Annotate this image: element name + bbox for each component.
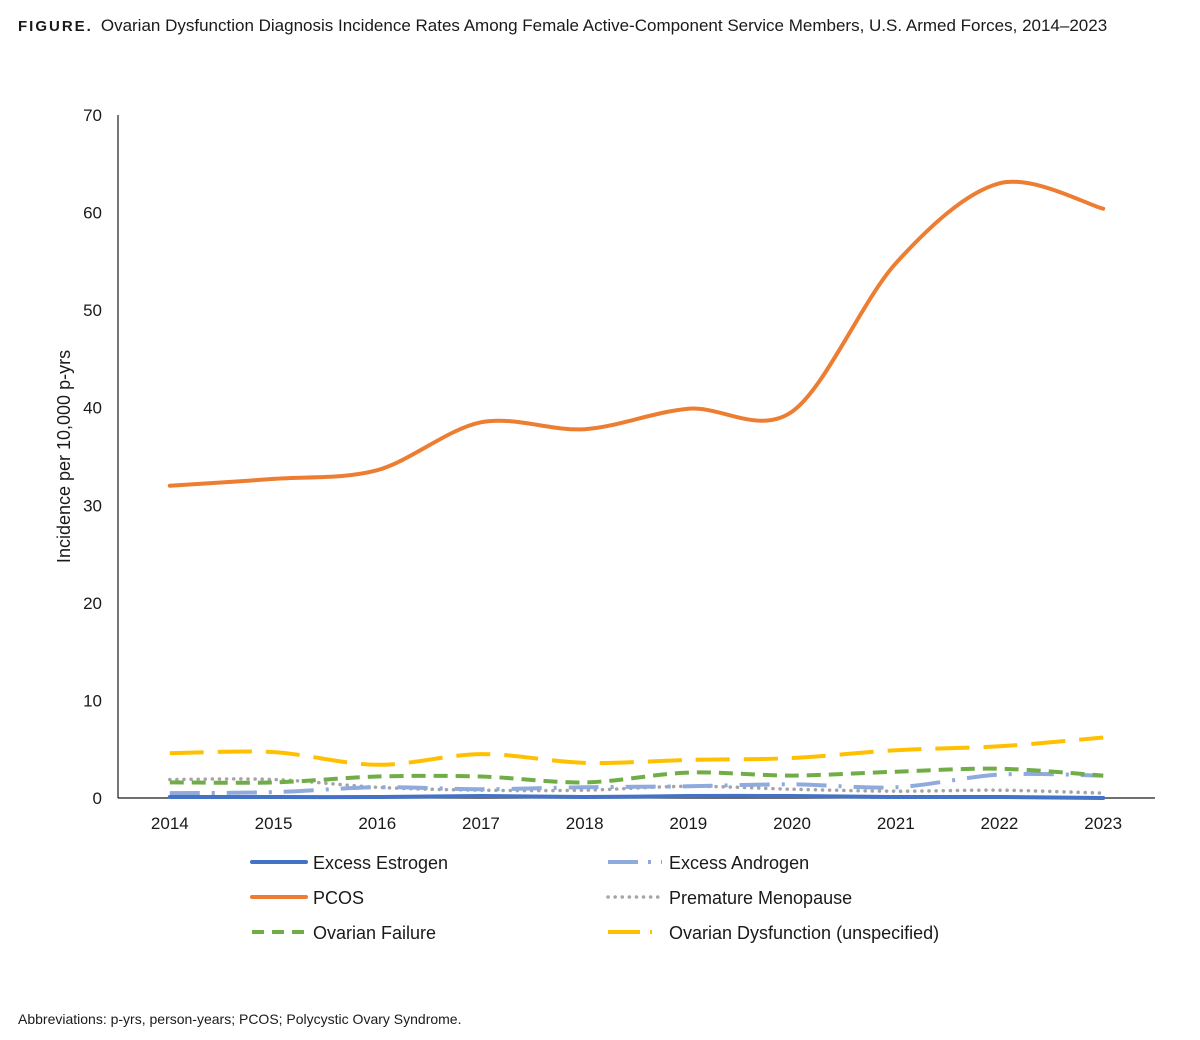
chart-title: Ovarian Dysfunction Diagnosis Incidence … (100, 16, 1108, 35)
legend-label: Excess Estrogen (313, 853, 448, 873)
line-chart: 0 10 20 30 40 50 60 70 2014 2015 2016 2017 2018 2019 2… (54, 106, 1155, 943)
y-tick-label: 10 (83, 691, 102, 710)
figure-title: FIGURE. Ovarian Dysfunction Diagnosis Inc… (18, 16, 1107, 36)
legend-label: Ovarian Dysfunction (unspecified) (669, 923, 939, 943)
x-tick-label: 2022 (981, 814, 1019, 833)
series-line-excess-androgen (169, 771, 1104, 796)
y-tick-label: 70 (83, 106, 102, 125)
y-tick-label: 40 (83, 399, 102, 418)
x-tick-label: 2023 (1084, 814, 1122, 833)
series-line-ovarian-failure (169, 766, 1104, 785)
x-tick-label: 2017 (462, 814, 500, 833)
y-tick-label: 20 (83, 594, 102, 613)
series-line-excess-estrogen (167, 793, 1106, 800)
x-tick-label: 2018 (566, 814, 604, 833)
x-tick-label: 2014 (151, 814, 189, 833)
series-line-pcos (167, 179, 1106, 488)
x-tick-label: 2019 (669, 814, 707, 833)
series-line-ovarian-dysfunction-unspecified (169, 735, 1104, 767)
y-tick-label: 30 (83, 496, 102, 515)
y-tick-label: 50 (83, 301, 102, 320)
footnote: Abbreviations: p-yrs, person-years; PCOS… (18, 1011, 462, 1027)
x-tick-label: 2021 (877, 814, 915, 833)
legend-label: Premature Menopause (669, 888, 852, 908)
figure-label: FIGURE. (18, 18, 93, 35)
y-tick-label: 0 (93, 789, 102, 808)
x-tick-label: 2015 (255, 814, 293, 833)
x-tick-label: 2020 (773, 814, 811, 833)
x-tick-label: 2016 (358, 814, 396, 833)
legend-label: PCOS (313, 888, 364, 908)
y-axis-title: Incidence per 10,000 p-yrs (54, 350, 74, 563)
legend-label: Ovarian Failure (313, 923, 436, 943)
y-tick-label: 60 (83, 204, 102, 223)
legend-label: Excess Androgen (669, 853, 809, 873)
